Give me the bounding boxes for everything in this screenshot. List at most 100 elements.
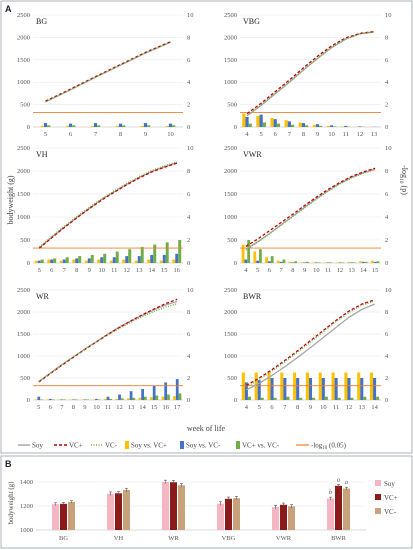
bar-soy-vs-vc- <box>48 398 52 400</box>
bar-vc+-vs-vc- <box>40 399 43 400</box>
legend-soy-vs-vcplus-swatch <box>125 441 129 449</box>
x-tick-label: 17 <box>174 404 181 411</box>
bar-soy-vs-vc- <box>87 258 91 263</box>
bar-vc+-vs-vc- <box>364 261 368 263</box>
series-line-vcplus <box>38 298 178 383</box>
bar-soy-vs-vc- <box>125 256 129 263</box>
bar-vc+-vs-vc- <box>376 396 380 400</box>
b-bar <box>60 503 67 530</box>
bar-soy-vs-vc- <box>43 123 48 127</box>
y2-tick-label: 0 <box>385 124 388 131</box>
y-tick-label: 2500 <box>224 12 237 19</box>
y-tick-label: 500 <box>227 237 237 244</box>
x-tick-label: 13 <box>128 404 135 411</box>
y2-tick-label: 8 <box>385 309 388 316</box>
legend-vcplus-label: VC+ <box>69 442 83 450</box>
y2-tick-label: 4 <box>187 214 191 221</box>
bar-soy-vs-vc+ <box>298 122 302 127</box>
y-tick-label: 0 <box>27 260 30 267</box>
bar-soy-vs-vc+ <box>115 398 119 400</box>
b-bar <box>272 507 279 530</box>
bar-soy-vs-vc+ <box>280 372 284 400</box>
y-tick-label: 2000 <box>17 168 30 175</box>
x-tick-label: 7 <box>280 267 284 274</box>
y2-tick-label: 6 <box>187 191 191 198</box>
x-tick-label: 11 <box>105 404 111 411</box>
bar-vc+-vs-vc- <box>376 261 380 263</box>
x-tick-label: 6 <box>50 267 54 274</box>
bar-vc+-vs-vc- <box>165 242 169 263</box>
y-tick-label: 1000 <box>224 214 237 221</box>
bar-vc+-vs-vc- <box>329 262 333 263</box>
bar-vc+-vs-vc- <box>178 240 182 263</box>
bar-vc+-vs-vc- <box>63 399 66 400</box>
bar-vc+-vs-vc- <box>337 397 341 400</box>
bar-soy-vs-vc+ <box>138 397 142 400</box>
bar-soy-vs-vc- <box>358 126 362 127</box>
b-bar <box>52 504 59 530</box>
bar-soy-vs-vc+ <box>134 260 138 263</box>
bar-soy-vs-vc+ <box>300 262 304 263</box>
bar-soy-vs-vc+ <box>72 259 76 263</box>
legend-threshold-sub: 10 <box>322 446 328 451</box>
legend-soy-vs-vcminus-label: Soy vs. VC- <box>186 442 221 450</box>
bar-soy-vs-vc- <box>347 378 351 400</box>
legend: Soy VC+ VC- Soy vs. VC+ Soy vs. VC- VC+ … <box>18 441 347 451</box>
legend-vcplus-vs-vcminus-label: VC+ vs. VC- <box>242 442 280 450</box>
bar-soy-vs-vc- <box>118 123 123 127</box>
x-tick-label: 10 <box>320 404 327 411</box>
bar-soy-vs-vc- <box>106 396 110 400</box>
x-tick-label: 8 <box>75 267 78 274</box>
x-tick-label: 7 <box>288 131 292 138</box>
bar-vc+-vs-vc- <box>143 396 147 400</box>
y-tick-label: 1500 <box>17 57 30 64</box>
bar-soy-vs-vc- <box>150 254 154 263</box>
bar-soy-vs-vc+ <box>357 372 361 400</box>
y2-tick-label: 0 <box>385 397 388 404</box>
bar-vc+-vs-vc- <box>363 396 367 400</box>
y-tick-label: 2500 <box>17 145 30 152</box>
legend-soy-label: Soy <box>32 442 43 450</box>
bar-soy-vs-vc+ <box>370 372 374 400</box>
bar-soy-vs-vc- <box>360 378 364 400</box>
bar-soy-vs-vc- <box>373 378 377 400</box>
y-tick-label: 1500 <box>224 331 237 338</box>
bar-vc+-vs-vc- <box>312 397 316 400</box>
bar-soy-vs-vc- <box>244 382 248 400</box>
b-bar <box>280 504 287 530</box>
y-tick-label: 500 <box>20 102 30 109</box>
bar-soy-vs-vc- <box>321 378 325 400</box>
y2-tick-label: 10 <box>385 287 392 294</box>
bar-vc+-vs-vc- <box>115 251 119 263</box>
x-tick-label: 5 <box>256 267 259 274</box>
b-x-tick-label: WR <box>168 535 179 542</box>
x-tick-label: 6 <box>268 267 272 274</box>
x-tick-label: 15 <box>372 267 379 274</box>
bar-soy-vs-vc+ <box>318 372 322 400</box>
bar-soy-vs-vc+ <box>84 260 88 263</box>
bar-soy-vs-vc- <box>37 260 41 263</box>
bar-soy-vs-vc+ <box>34 260 38 263</box>
x-tick-label: 7 <box>60 404 64 411</box>
bar-soy-vs-vc+ <box>47 259 51 263</box>
y2-tick-label: 10 <box>187 12 194 19</box>
bar-soy-vs-vc- <box>350 262 354 263</box>
panel-a-frame <box>0 0 413 454</box>
y-tick-label: 2000 <box>17 309 30 316</box>
bar-soy-vs-vc- <box>100 257 104 263</box>
bar-soy-vs-vc- <box>344 125 348 127</box>
bar-vc+-vs-vc- <box>290 124 295 127</box>
bar-soy-vs-vc+ <box>241 372 245 400</box>
right-axis-label-main: -log <box>400 165 409 178</box>
bar-vc+-vs-vc- <box>270 256 274 263</box>
x-tick-label: 11 <box>325 267 331 274</box>
bar-soy-vs-vc- <box>162 254 166 263</box>
bar-soy-vs-vc- <box>291 262 295 263</box>
x-tick-label: 15 <box>161 267 168 274</box>
bar-soy-vs-vc- <box>259 114 263 127</box>
b-legend-soy-swatch <box>375 480 381 486</box>
bar-soy-vs-vc- <box>301 123 306 127</box>
y-tick-label: 1500 <box>224 191 237 198</box>
